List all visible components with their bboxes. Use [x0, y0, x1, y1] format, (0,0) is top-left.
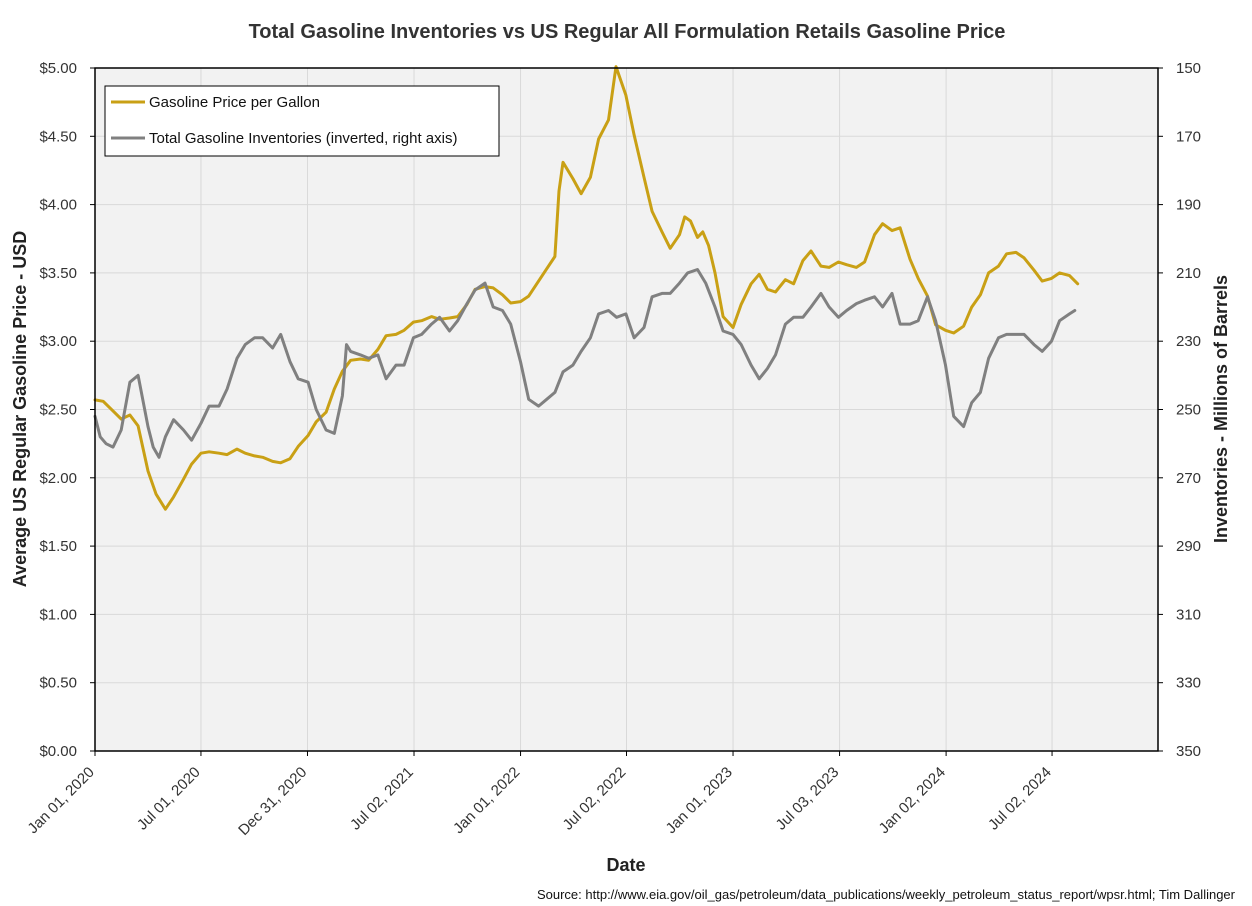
right-tick-label: 250: [1176, 402, 1201, 419]
right-tick-label: 210: [1176, 265, 1201, 282]
legend-label-price: Gasoline Price per Gallon: [149, 94, 320, 111]
left-tick-label: $1.00: [39, 606, 77, 623]
series-layer: [93, 65, 1080, 511]
right-tick-label: 230: [1176, 333, 1201, 350]
x-tick-label: Jan 02, 2024: [876, 764, 949, 837]
right-tick-label: 330: [1176, 675, 1201, 692]
right-tick-label: 150: [1176, 60, 1201, 77]
x-tick-label: Jul 02, 2024: [985, 764, 1055, 834]
left-tick-label: $2.00: [39, 470, 77, 487]
legend-box: [104, 85, 500, 157]
y-axis-right-title: Inventories - Millions of Barrels: [1211, 275, 1231, 543]
source-note: Source: http://www.eia.gov/oil_gas/petro…: [537, 887, 1236, 902]
left-tick-label: $4.00: [39, 197, 77, 214]
legend: Gasoline Price per Gallon Total Gasoline…: [104, 85, 500, 157]
right-tick-label: 290: [1176, 538, 1201, 555]
left-tick-label: $0.00: [39, 743, 77, 760]
left-tick-label: $0.50: [39, 675, 77, 692]
left-tick-label: $3.50: [39, 265, 77, 282]
series-line-price: [93, 65, 1080, 511]
right-tick-label: 170: [1176, 128, 1201, 145]
x-tick-label: Jul 02, 2022: [560, 764, 630, 834]
series-line-inventories: [93, 268, 1077, 459]
left-axis: $0.00 $0.50 $1.00 $1.50 $2.00 $2.50 $3.00 $3.50…: [39, 60, 95, 760]
left-tick-label: $5.00: [39, 60, 77, 77]
right-tick-label: 350: [1176, 743, 1201, 760]
x-tick-label: Jul 01, 2020: [134, 764, 204, 834]
x-axis: Jan 01, 2020 Jul 01, 2020 Dec 31, 2020 Jul …: [24, 751, 1055, 839]
right-tick-label: 190: [1176, 197, 1201, 214]
left-tick-label: $1.50: [39, 538, 77, 555]
x-tick-label: Jan 01, 2023: [662, 764, 735, 837]
left-tick-label: $3.00: [39, 333, 77, 350]
right-axis: 150 170 190 210 230 250 270 290 310 330 350: [1158, 60, 1201, 760]
x-axis-title: Date: [606, 855, 645, 875]
x-tick-label: Jan 01, 2022: [450, 764, 523, 837]
left-tick-label: $4.50: [39, 128, 77, 145]
right-tick-label: 270: [1176, 470, 1201, 487]
x-tick-label: Dec 31, 2020: [235, 764, 310, 839]
left-tick-label: $2.50: [39, 402, 77, 419]
x-tick-label: Jul 03, 2023: [773, 764, 843, 834]
x-tick-label: Jan 01, 2020: [24, 764, 97, 837]
y-axis-left-title: Average US Regular Gasoline Price - USD: [10, 231, 30, 587]
right-tick-label: 310: [1176, 606, 1201, 623]
x-tick-label: Jul 02, 2021: [347, 764, 417, 834]
legend-label-inventories: Total Gasoline Inventories (inverted, ri…: [149, 130, 457, 147]
chart-title: Total Gasoline Inventories vs US Regular…: [249, 21, 1006, 43]
